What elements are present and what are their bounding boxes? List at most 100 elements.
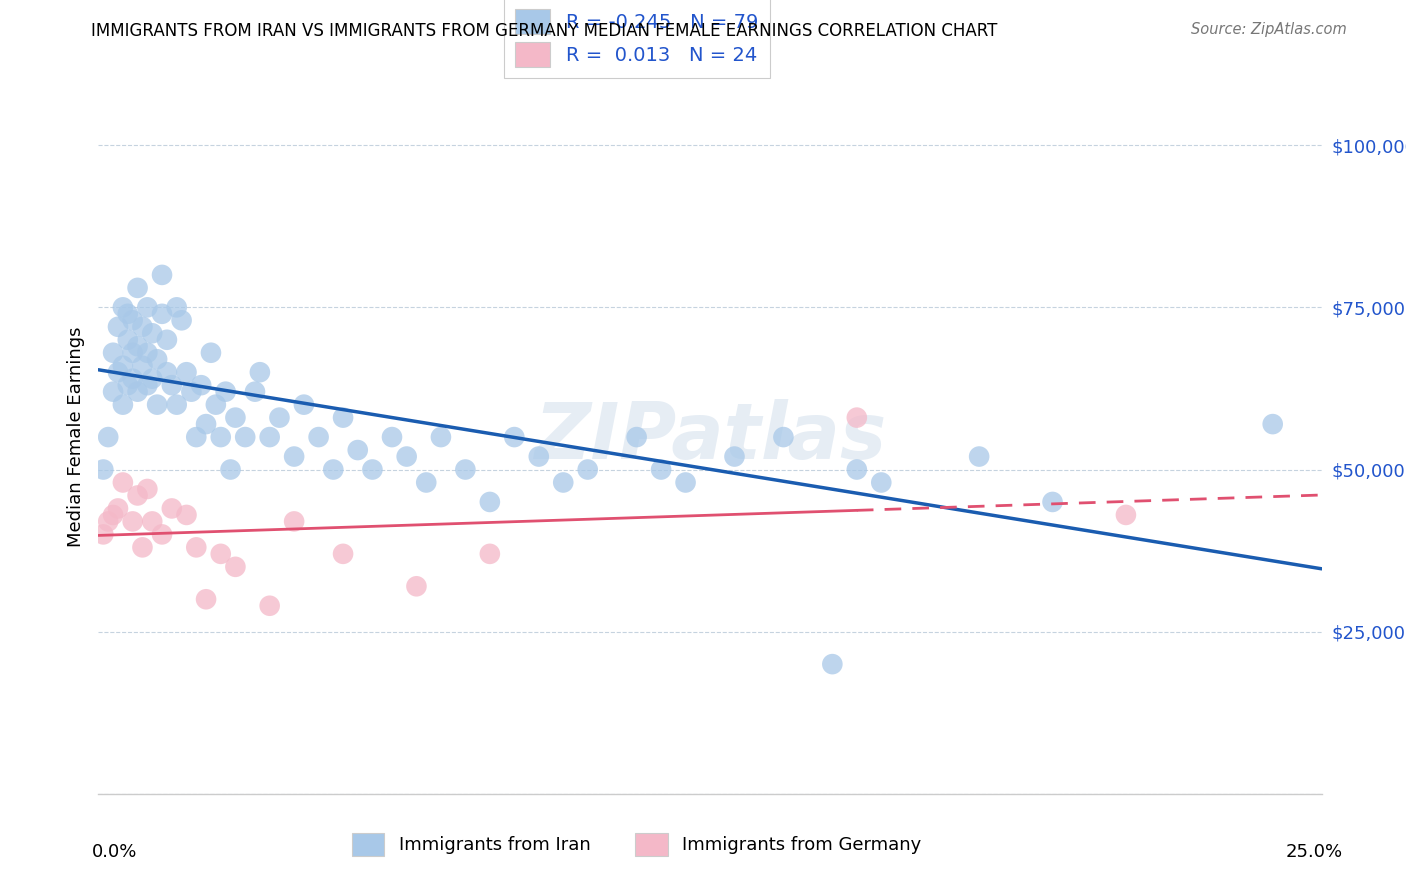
Text: Source: ZipAtlas.com: Source: ZipAtlas.com	[1191, 22, 1347, 37]
Point	[127, 384, 149, 399]
Point	[131, 541, 153, 555]
Point	[283, 450, 305, 464]
Point	[170, 313, 193, 327]
Point	[454, 462, 477, 476]
Point	[141, 326, 163, 341]
Point	[576, 462, 599, 476]
Point	[146, 398, 169, 412]
Point	[121, 515, 143, 529]
Point	[111, 398, 134, 412]
Point	[131, 359, 153, 373]
Point	[415, 475, 437, 490]
Point	[131, 319, 153, 334]
Point	[136, 301, 159, 315]
Text: 25.0%: 25.0%	[1285, 843, 1343, 861]
Point	[821, 657, 844, 672]
Point	[111, 301, 134, 315]
Point	[97, 430, 120, 444]
Point	[243, 384, 266, 399]
Point	[723, 450, 745, 464]
Point	[205, 398, 228, 412]
Point	[101, 508, 124, 522]
Point	[209, 430, 232, 444]
Point	[150, 268, 173, 282]
Point	[308, 430, 330, 444]
Point	[626, 430, 648, 444]
Point	[117, 333, 139, 347]
Point	[259, 599, 281, 613]
Point	[195, 592, 218, 607]
Point	[101, 345, 124, 359]
Point	[121, 372, 143, 386]
Point	[136, 378, 159, 392]
Point	[1042, 495, 1064, 509]
Point	[405, 579, 427, 593]
Point	[209, 547, 232, 561]
Point	[224, 410, 246, 425]
Text: IMMIGRANTS FROM IRAN VS IMMIGRANTS FROM GERMANY MEDIAN FEMALE EARNINGS CORRELATI: IMMIGRANTS FROM IRAN VS IMMIGRANTS FROM …	[91, 22, 998, 40]
Point	[361, 462, 384, 476]
Point	[503, 430, 526, 444]
Point	[176, 365, 198, 379]
Point	[1261, 417, 1284, 431]
Point	[381, 430, 404, 444]
Point	[845, 410, 868, 425]
Point	[478, 547, 501, 561]
Point	[117, 307, 139, 321]
Point	[91, 527, 114, 541]
Point	[675, 475, 697, 490]
Point	[121, 345, 143, 359]
Point	[136, 482, 159, 496]
Text: ZIPatlas: ZIPatlas	[534, 399, 886, 475]
Point	[283, 515, 305, 529]
Point	[332, 410, 354, 425]
Point	[150, 527, 173, 541]
Point	[553, 475, 575, 490]
Point	[146, 352, 169, 367]
Point	[259, 430, 281, 444]
Point	[121, 313, 143, 327]
Point	[166, 301, 188, 315]
Point	[91, 462, 114, 476]
Point	[180, 384, 202, 399]
Point	[219, 462, 242, 476]
Point	[117, 378, 139, 392]
Point	[127, 339, 149, 353]
Point	[346, 443, 368, 458]
Point	[772, 430, 794, 444]
Point	[478, 495, 501, 509]
Point	[186, 541, 208, 555]
Point	[845, 462, 868, 476]
Point	[332, 547, 354, 561]
Point	[101, 384, 124, 399]
Point	[214, 384, 236, 399]
Point	[967, 450, 990, 464]
Point	[322, 462, 344, 476]
Point	[176, 508, 198, 522]
Point	[111, 475, 134, 490]
Point	[395, 450, 418, 464]
Point	[136, 345, 159, 359]
Point	[141, 372, 163, 386]
Point	[97, 515, 120, 529]
Point	[233, 430, 256, 444]
Point	[107, 501, 129, 516]
Point	[430, 430, 453, 444]
Point	[111, 359, 134, 373]
Point	[127, 488, 149, 502]
Point	[269, 410, 291, 425]
Point	[127, 281, 149, 295]
Point	[156, 333, 179, 347]
Y-axis label: Median Female Earnings: Median Female Earnings	[66, 326, 84, 548]
Point	[156, 365, 179, 379]
Point	[160, 501, 183, 516]
Point	[107, 365, 129, 379]
Point	[195, 417, 218, 431]
Point	[527, 450, 550, 464]
Point	[141, 515, 163, 529]
Point	[200, 345, 222, 359]
Point	[224, 559, 246, 574]
Point	[160, 378, 183, 392]
Point	[870, 475, 893, 490]
Point	[190, 378, 212, 392]
